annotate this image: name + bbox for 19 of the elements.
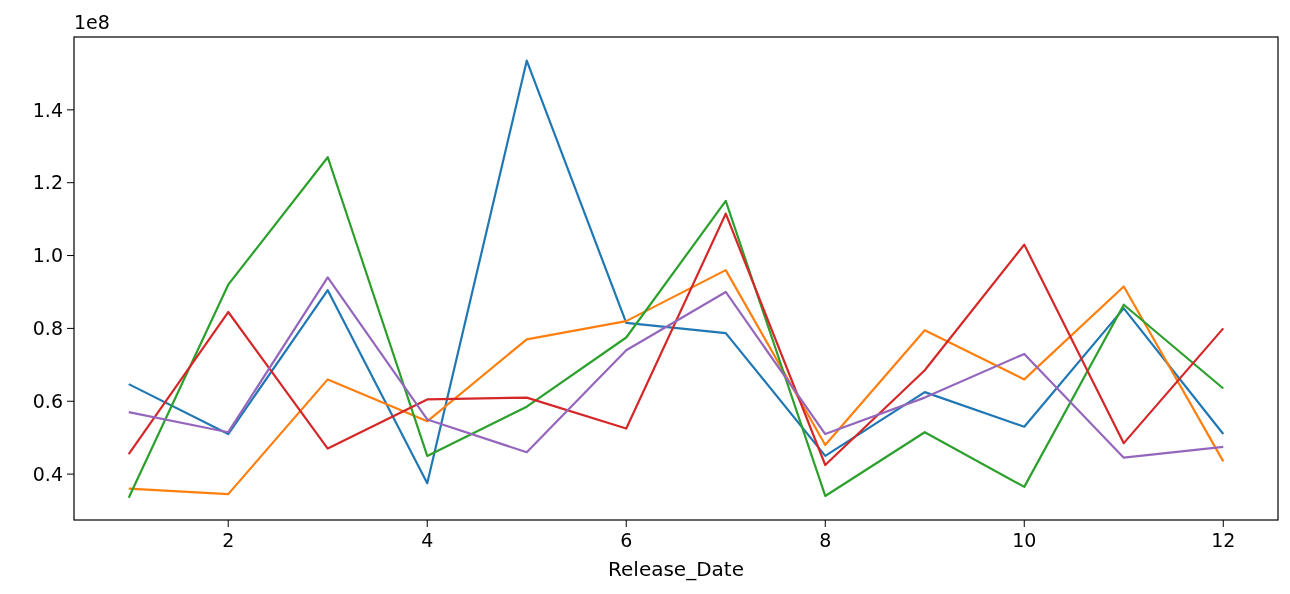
y-tick-label: 0.8 <box>32 317 63 340</box>
x-tick-label: 6 <box>620 529 633 551</box>
y-tick-label: 0.4 <box>32 462 63 485</box>
line-series <box>127 156 1225 499</box>
line-series <box>127 276 1225 459</box>
x-tick-label: 2 <box>222 529 235 551</box>
line-series <box>127 269 1225 496</box>
line-series <box>127 212 1225 467</box>
x-tick-label: 8 <box>819 529 832 551</box>
x-tick-label: 4 <box>421 529 434 551</box>
y-tick-label: 1.4 <box>32 98 63 121</box>
x-tick-label: 12 <box>1211 529 1236 551</box>
x-axis-title: Release_Date <box>608 557 744 581</box>
text: 1e8 <box>74 11 110 33</box>
line-series <box>127 59 1225 485</box>
y-tick-label: 1.2 <box>32 171 63 194</box>
y-tick-label: 1.0 <box>32 244 63 267</box>
x-tick-label: 10 <box>1012 529 1037 551</box>
y-tick-label: 0.6 <box>32 389 63 412</box>
